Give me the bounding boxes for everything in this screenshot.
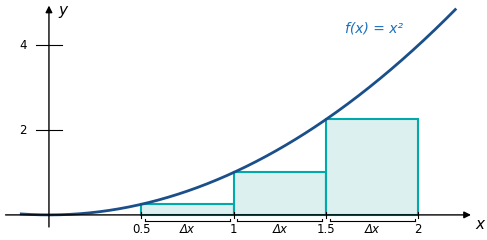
Bar: [326, 120, 418, 215]
Text: 1: 1: [230, 222, 237, 235]
Text: 4: 4: [19, 39, 27, 52]
Text: y: y: [58, 3, 67, 18]
Bar: [234, 173, 326, 215]
Text: Δx: Δx: [180, 223, 195, 236]
Text: x: x: [476, 217, 485, 232]
Bar: [141, 204, 234, 215]
Text: 2: 2: [414, 222, 422, 235]
Text: Δx: Δx: [365, 223, 380, 236]
Text: Δx: Δx: [272, 223, 287, 236]
Text: 2: 2: [19, 124, 27, 137]
Text: f(x) = x²: f(x) = x²: [345, 22, 404, 36]
Text: 0.5: 0.5: [132, 222, 150, 235]
Text: 1.5: 1.5: [317, 222, 336, 235]
